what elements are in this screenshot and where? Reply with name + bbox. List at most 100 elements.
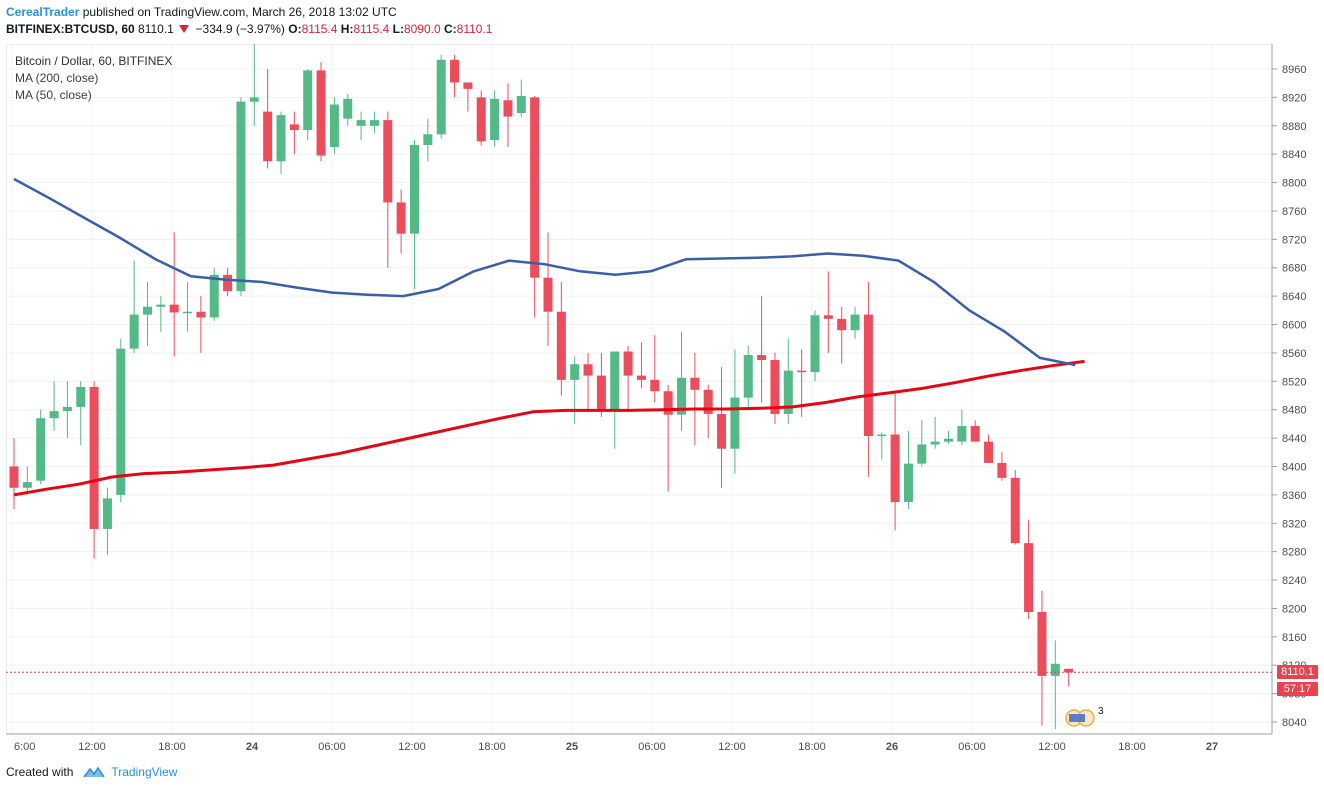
y-tick-label: 8320: [1282, 518, 1306, 530]
candle-body: [984, 441, 994, 463]
candle-body: [903, 463, 913, 502]
candle: [703, 384, 713, 439]
candle: [196, 296, 206, 353]
y-tick-label: 8200: [1282, 603, 1306, 615]
candle-body: [89, 386, 99, 529]
candle: [209, 267, 219, 321]
candle-body: [650, 379, 660, 392]
candle-body: [436, 59, 446, 135]
publish-info: CerealTrader published on TradingView.co…: [6, 5, 397, 19]
candle: [129, 260, 139, 353]
candle: [770, 352, 780, 424]
candle: [22, 466, 32, 495]
candle: [823, 271, 833, 353]
candle-body: [396, 202, 406, 234]
candle-body: [970, 426, 980, 442]
candle: [169, 232, 179, 357]
candle-body: [810, 315, 820, 373]
candle-body: [877, 434, 887, 437]
candle-body: [209, 274, 219, 318]
candle-body: [743, 355, 753, 398]
tradingview-link[interactable]: TradingView: [111, 765, 178, 779]
candle: [156, 296, 166, 332]
candle-body: [690, 377, 700, 390]
y-tick-label: 8760: [1282, 206, 1306, 218]
candle: [997, 452, 1007, 481]
tradingview-logo-icon[interactable]: [83, 766, 105, 778]
candle-body: [516, 95, 526, 114]
high-label: H:: [340, 22, 354, 36]
candle-body: [530, 97, 540, 278]
candle-body: [263, 111, 273, 162]
y-tick-label: 8880: [1282, 121, 1306, 133]
x-tick-label: 24: [246, 741, 259, 753]
candle: [877, 432, 887, 460]
candle: [556, 281, 566, 396]
x-tick-label: 12:00: [78, 741, 106, 753]
x-tick-label: 26: [886, 741, 898, 753]
candle-body: [476, 97, 486, 142]
legend-ma200[interactable]: MA (200, close): [15, 71, 99, 85]
y-tick-label: 8360: [1282, 490, 1306, 502]
candle-body: [22, 482, 32, 488]
high-value: 8115.4: [353, 22, 390, 36]
candle: [690, 352, 700, 446]
candle-body: [997, 462, 1007, 478]
candle: [49, 381, 59, 431]
candle-body: [62, 406, 72, 412]
author-link[interactable]: CerealTrader: [6, 5, 80, 19]
candle-body: [169, 304, 179, 313]
plot-area: [6, 44, 1273, 735]
candle-body: [957, 426, 967, 442]
candle-body: [490, 98, 500, 140]
candle: [663, 384, 673, 492]
legend-title[interactable]: Bitcoin / Dollar, 60, BITFINEX: [15, 54, 173, 68]
candle: [76, 381, 86, 446]
y-tick-label: 8280: [1282, 547, 1306, 559]
candle-body: [717, 413, 727, 449]
candle: [570, 356, 580, 424]
published-text: published on TradingView.com, March 26, …: [82, 5, 397, 19]
y-tick-label: 8920: [1282, 92, 1306, 104]
candle: [837, 306, 847, 364]
y-tick-label: 8560: [1282, 348, 1306, 360]
y-tick-label: 8480: [1282, 405, 1306, 417]
price-chart[interactable]: 6:00 12:00 18:00 24 06:00 12:00 18:00 25 06:00 12…: [6, 44, 1318, 760]
candle: [850, 306, 860, 339]
candle: [623, 345, 633, 410]
candle-body: [583, 364, 593, 376]
candle-body: [770, 360, 780, 414]
candle-body: [703, 389, 713, 414]
candle-body: [636, 375, 646, 380]
candle: [863, 281, 873, 478]
x-tick-label: 06:00: [638, 741, 666, 753]
candle: [636, 342, 646, 389]
candle: [783, 338, 793, 424]
candle: [1064, 668, 1074, 687]
y-tick-label: 8840: [1282, 149, 1306, 161]
candle: [810, 310, 820, 382]
candle-body: [316, 70, 326, 156]
candle: [944, 430, 953, 444]
candle-body: [156, 304, 166, 307]
candle-body: [116, 348, 126, 495]
candle: [236, 97, 246, 297]
symbol-label: BITFINEX:BTCUSD, 60: [6, 22, 135, 36]
candle: [276, 111, 286, 175]
open-label: O:: [288, 22, 302, 36]
legend-ma50[interactable]: MA (50, close): [15, 88, 92, 102]
candle: [1024, 519, 1034, 620]
candle-body: [423, 134, 433, 145]
candle-body: [9, 466, 19, 488]
candle: [102, 487, 112, 556]
candle: [583, 352, 593, 410]
candle-body: [596, 375, 606, 412]
candle-body: [503, 100, 513, 117]
candle: [543, 232, 553, 346]
candle-body: [944, 438, 953, 442]
candle: [316, 61, 326, 162]
candle-body: [236, 101, 246, 292]
candle: [62, 381, 72, 439]
y-tick-label: 8160: [1282, 632, 1306, 644]
ohlc-line: BITFINEX:BTCUSD, 60 8110.1 −334.9 (−3.97…: [6, 22, 492, 36]
